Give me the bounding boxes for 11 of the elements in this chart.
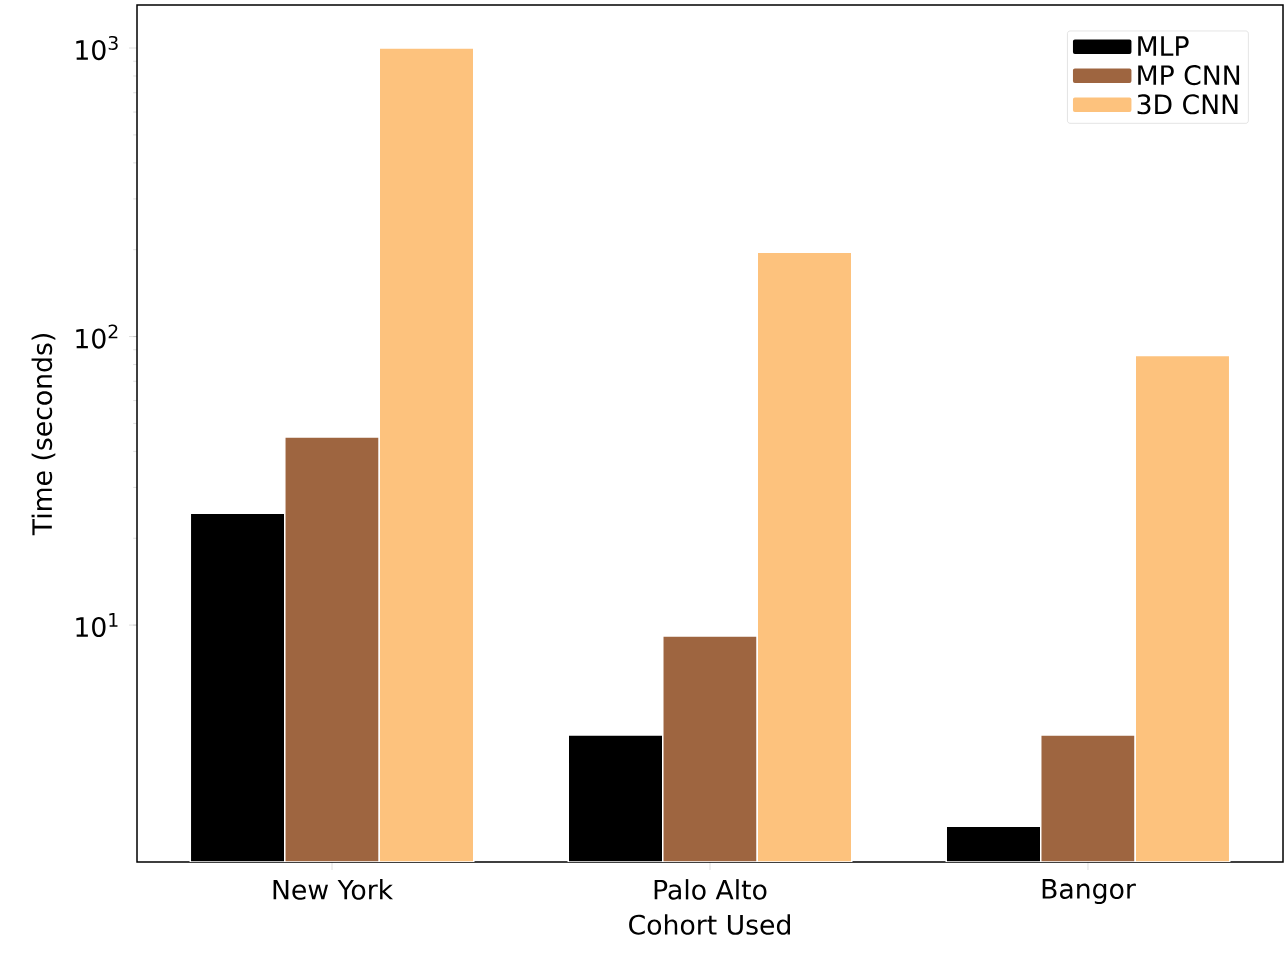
y-tick-label: 10$^{3}$: [76, 35, 118, 61]
x-tick-label: New York: [273, 879, 394, 900]
legend-label: MP CNN: [1138, 65, 1240, 86]
legend-label: 3D CNN: [1137, 94, 1238, 115]
legend-label: MLP: [1138, 36, 1189, 56]
y-tick-label: 10$^{1}$: [76, 613, 118, 638]
x-axis-title: Cohort Used: [629, 914, 790, 935]
y-tick-label: 10$^{2}$: [76, 324, 118, 349]
x-tick-label: Palo Alto: [654, 879, 767, 900]
y-axis-title: Time (seconds): [31, 334, 56, 536]
x-tick-label: Bangor: [1042, 879, 1136, 905]
